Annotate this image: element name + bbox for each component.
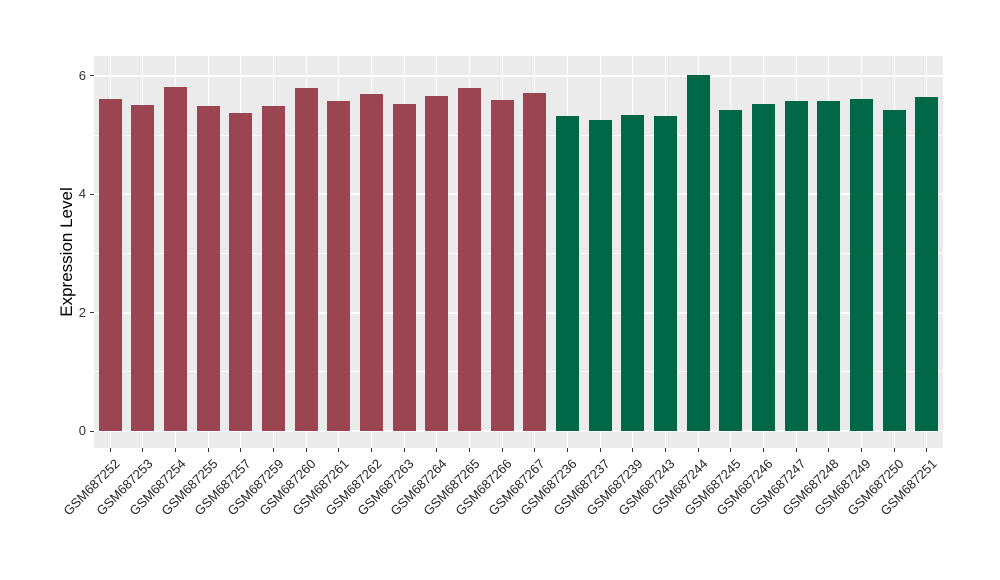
x-tick-mark — [338, 448, 340, 452]
y-tick-mark — [90, 193, 94, 195]
bar-GSM687267 — [523, 92, 547, 431]
major-gridline — [94, 430, 943, 432]
bar-GSM687265 — [458, 87, 482, 431]
x-tick-mark — [599, 448, 601, 452]
x-tick-mark — [762, 448, 764, 452]
bar-GSM687254 — [164, 87, 188, 431]
x-tick-mark — [926, 448, 928, 452]
y-tick-mark — [90, 75, 94, 77]
minor-gridline — [94, 134, 943, 136]
bar-GSM687245 — [719, 109, 743, 431]
x-tick-mark — [469, 448, 471, 452]
bar-GSM687260 — [294, 88, 318, 431]
major-gridline — [94, 193, 943, 196]
y-tick-label: 6 — [78, 67, 86, 83]
bar-GSM687266 — [490, 99, 514, 431]
x-tick-mark — [240, 448, 242, 452]
bar-GSM687253 — [131, 104, 155, 431]
bar-GSM687243 — [653, 115, 677, 431]
y-tick-mark — [90, 312, 94, 314]
x-tick-mark — [273, 448, 275, 452]
minor-gridline — [94, 371, 943, 373]
bar-GSM687249 — [849, 99, 873, 431]
minor-gridline — [94, 252, 943, 254]
bar-GSM687264 — [425, 96, 449, 431]
x-tick-mark — [828, 448, 830, 452]
bar-GSM687248 — [817, 100, 841, 431]
plot-panel — [94, 56, 943, 448]
x-tick-mark — [142, 448, 144, 452]
bar-GSM687244 — [686, 74, 710, 431]
bar-GSM687255 — [196, 106, 220, 431]
x-tick-mark — [795, 448, 797, 452]
x-tick-mark — [371, 448, 373, 452]
bar-GSM687261 — [327, 100, 351, 431]
x-tick-mark — [664, 448, 666, 452]
bar-GSM687247 — [784, 101, 808, 431]
bar-GSM687251 — [915, 96, 939, 431]
x-tick-mark — [730, 448, 732, 452]
bar-GSM687252 — [98, 99, 122, 431]
y-tick-label: 2 — [78, 304, 86, 320]
major-gridline — [94, 74, 943, 77]
x-tick-mark — [566, 448, 568, 452]
bar-GSM687237 — [588, 119, 612, 431]
x-tick-mark — [207, 448, 209, 452]
x-tick-mark — [403, 448, 405, 452]
bar-GSM687236 — [555, 115, 579, 431]
x-tick-mark — [860, 448, 862, 452]
bar-GSM687257 — [229, 112, 253, 431]
x-tick-mark — [534, 448, 536, 452]
x-tick-mark — [697, 448, 699, 452]
bar-GSM687246 — [751, 103, 775, 431]
y-tick-mark — [90, 430, 94, 432]
x-tick-mark — [436, 448, 438, 452]
bar-GSM687259 — [262, 106, 286, 431]
x-tick-mark — [501, 448, 503, 452]
bar-GSM687239 — [621, 115, 645, 431]
y-tick-label: 4 — [78, 186, 86, 202]
major-gridline — [94, 311, 943, 314]
y-axis-title: Expression Level — [57, 187, 76, 317]
bar-GSM687263 — [392, 103, 416, 431]
x-tick-mark — [893, 448, 895, 452]
x-tick-mark — [109, 448, 111, 452]
y-tick-label: 0 — [78, 423, 86, 438]
bar-GSM687262 — [360, 94, 384, 431]
x-tick-mark — [305, 448, 307, 452]
bar-GSM687250 — [882, 109, 906, 431]
x-tick-mark — [175, 448, 177, 452]
x-tick-mark — [632, 448, 634, 452]
